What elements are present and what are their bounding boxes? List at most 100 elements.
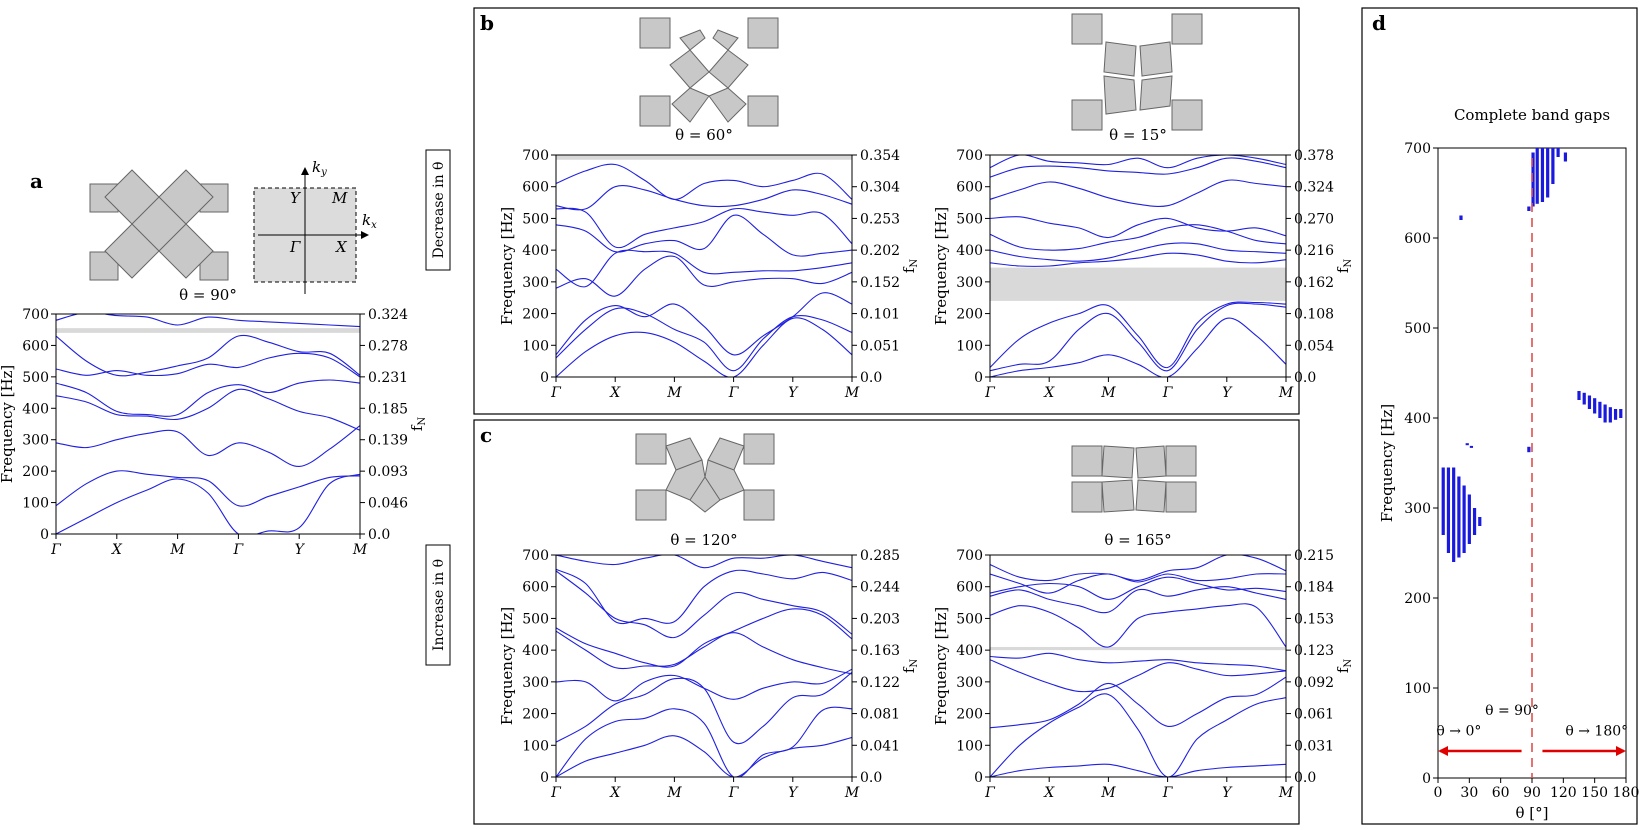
panel-c-frame: [473, 419, 1300, 825]
gap-bar-13: [1531, 152, 1535, 207]
y-tick-label-3: 300: [1404, 501, 1431, 517]
y2-tick-label-6: 0.184: [1294, 580, 1334, 596]
y-tick-label-2: 200: [522, 307, 549, 323]
y-tick-label-0: 0: [974, 370, 983, 386]
y-tick-label-5: 500: [956, 611, 983, 627]
band-curve-6: [990, 216, 1286, 239]
band-curve-7: [556, 185, 852, 211]
band-curve-8: [556, 163, 852, 200]
y-tick-label-4: 400: [522, 643, 549, 659]
y2-tick-label-7: 0.215: [1294, 548, 1334, 564]
x-tick-label-2: M: [666, 385, 682, 401]
y2-tick-label-3: 0.162: [1294, 275, 1334, 291]
band-diagram-15: 0 100 200 300 400 500 600 700 0.0 0.054 0.108 0.162…: [932, 126, 1354, 401]
svg-text:Decrease in θ: Decrease in θ: [431, 162, 447, 259]
y2-tick-label-1: 0.046: [368, 496, 408, 512]
band-curve-1: [990, 693, 1286, 777]
band-curve-4: [56, 379, 360, 417]
bz-point-x: X: [335, 238, 348, 256]
gap-bar-4: [1462, 485, 1466, 553]
band-curve-1: [556, 307, 852, 372]
brillouin-zone: ky kx Y M Γ X: [253, 158, 377, 294]
y-tick-label-5: 500: [956, 211, 983, 227]
band-curve-4: [990, 652, 1286, 672]
x-tick-label-3: 90: [1523, 785, 1541, 801]
band-curve-4: [556, 630, 852, 675]
x-tick-label-5: M: [1278, 385, 1294, 401]
svg-text:ky: ky: [312, 158, 327, 178]
x-tick-label-1: X: [609, 785, 621, 801]
y2-tick-label-5: 0.203: [860, 611, 900, 627]
band-curve-4: [556, 249, 852, 288]
band-curve-9: [990, 555, 1286, 582]
gap-bar-12: [1527, 206, 1531, 211]
plot-title: θ = 15°: [1109, 126, 1167, 144]
y-tick-label-1: 100: [956, 738, 983, 754]
gap-bar-9: [1465, 443, 1469, 446]
y2-axis-label-sub: N: [417, 417, 428, 426]
x-tick-label-5: 150: [1581, 785, 1608, 801]
y2-tick-label-0: 0.0: [860, 370, 882, 386]
panel-d-frame: [1361, 7, 1638, 825]
panel-label-d: d: [1372, 11, 1386, 35]
x-axis-label: θ [°]: [1515, 804, 1548, 822]
y-tick-label-7: 700: [522, 148, 549, 164]
bz-point-m: M: [331, 189, 348, 207]
y2-tick-label-1: 0.054: [1294, 338, 1334, 354]
y2-tick-label-4: 0.185: [368, 401, 408, 417]
y-tick-label-1: 100: [1404, 681, 1431, 697]
gap-bar-20: [1577, 391, 1581, 400]
x-tick-label-1: X: [111, 542, 123, 558]
y2-tick-label-0: 0.0: [860, 770, 882, 786]
side-label-increase: Increase in θ: [425, 544, 451, 666]
band-curve-7: [990, 576, 1286, 600]
divider-label: θ = 90°: [1485, 703, 1539, 719]
band-curve-3: [556, 668, 852, 702]
y-tick-label-7: 700: [956, 148, 983, 164]
y2-tick-label-6: 0.304: [860, 180, 900, 196]
gap-bar-25: [1603, 404, 1607, 423]
x-tick-label-1: X: [609, 385, 621, 401]
unit-cell-120: [635, 433, 775, 521]
y-tick-label-7: 700: [956, 548, 983, 564]
plot-frame: [555, 154, 853, 378]
y2-tick-label-5: 0.153: [1294, 611, 1334, 627]
y-tick-label-1: 100: [956, 338, 983, 354]
unit-cell-90: [89, 169, 229, 281]
x-tick-label-2: M: [1100, 785, 1116, 801]
x-tick-label-0: Γ: [50, 542, 62, 558]
gap-bar-27: [1613, 409, 1618, 420]
y-tick-label-6: 600: [956, 180, 983, 196]
y2-tick-label-3: 0.152: [860, 275, 900, 291]
gap-bar-15: [1540, 148, 1545, 202]
gap-bar-21: [1582, 392, 1586, 405]
plot-frame: [55, 313, 361, 535]
panel-label-a: a: [30, 169, 43, 193]
x-tick-label-5: M: [352, 542, 368, 558]
x-tick-label-4: Y: [1222, 385, 1233, 401]
y2-tick-label-1: 0.031: [1294, 738, 1334, 754]
y2-tick-label-2: 0.108: [1294, 307, 1334, 323]
x-tick-label-6: 180: [1613, 785, 1640, 801]
band-curve-0: [556, 317, 852, 377]
y2-tick-label-3: 0.122: [860, 675, 900, 691]
y-tick-label-3: 300: [956, 275, 983, 291]
y-axis-label: Frequency [Hz]: [932, 207, 950, 326]
y-axis-label: Frequency [Hz]: [0, 365, 16, 484]
band-curve-1: [556, 706, 852, 777]
gap-bar-6: [1472, 508, 1477, 535]
band-curve-3: [556, 255, 852, 297]
band-gap-0: [990, 267, 1286, 301]
band-curve-5: [556, 214, 852, 257]
band-curve-2: [990, 301, 1286, 369]
gap-bar-8: [1459, 215, 1463, 220]
y2-tick-label-0: 0.0: [368, 527, 390, 543]
band-gap-0: [56, 328, 360, 333]
y2-tick-label-3: 0.092: [1294, 675, 1334, 691]
y2-tick-label-4: 0.216: [1294, 243, 1334, 259]
band-curve-2: [56, 425, 360, 467]
y2-axis-label: fN: [900, 659, 920, 674]
plot-frame: [555, 554, 853, 778]
panel-label-c: c: [480, 423, 492, 447]
